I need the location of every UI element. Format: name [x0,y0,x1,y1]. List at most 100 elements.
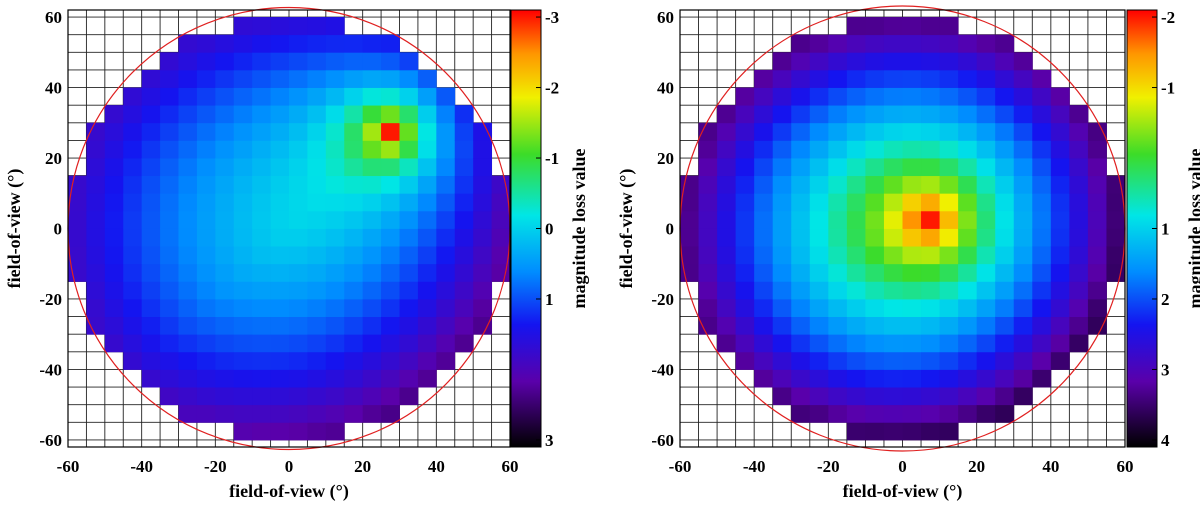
heatmap-cell [772,387,792,406]
heatmap-cell [828,34,848,53]
heatmap-cell [1013,52,1033,71]
heatmap-cell [160,193,179,212]
heatmap-cell [883,404,903,423]
heatmap-cell [958,387,978,406]
heatmap-cell [717,246,737,265]
heatmap-cell [939,387,959,406]
heatmap-cell [436,210,456,229]
heatmap-cell [289,193,308,212]
heatmap-cell [921,351,940,370]
heatmap-cell [178,52,198,71]
heatmap-cell [233,87,253,106]
heatmap-cell [939,263,959,282]
heatmap-cell [289,369,308,388]
heatmap-cell [473,298,492,318]
heatmap-cell [828,263,848,282]
heatmap-cell [196,193,216,212]
x-tick-label: -20 [204,457,227,476]
heatmap-cell [883,105,903,124]
heatmap-cell [123,334,143,353]
heatmap-cell [1106,210,1126,229]
heatmap-cell [995,387,1015,406]
heatmap-cell [1013,69,1033,88]
heatmap-cell [417,140,437,159]
heatmap-cell [289,351,308,370]
heatmap-cell [160,175,179,194]
heatmap-cell [828,158,848,177]
heatmap-cell [68,210,87,229]
y-tick-label: -20 [651,290,674,309]
heatmap-cell [939,351,959,370]
heatmap-cell [141,351,161,370]
heatmap-cell [939,246,959,265]
heatmap-cell [454,298,474,318]
heatmap-cell [995,281,1015,300]
heatmap-cell [735,298,755,318]
heatmap-cell [902,193,922,212]
heatmap-cell [399,158,419,177]
heatmap-cell [473,210,492,229]
heatmap-cell [362,369,382,388]
heatmap-cell [141,281,161,300]
heatmap-cell [939,210,959,229]
heatmap-cell [1050,246,1070,265]
heatmap-cell [1032,69,1052,88]
heatmap-cell [436,122,456,141]
heatmap-cell [436,87,456,106]
heatmap-cell [791,369,811,388]
heatmap-cell [846,316,866,335]
heatmap-cell [307,17,327,36]
heatmap-cell [436,105,456,124]
heatmap-cell [141,122,161,141]
heatmap-cell [921,387,940,406]
heatmap-cell [698,316,718,335]
heatmap-cell [436,158,456,177]
heatmap-cell [123,122,143,141]
heatmap-cell [454,158,474,177]
heatmap-cell [717,316,737,335]
x-tick-label: -20 [817,457,840,476]
heatmap-cell [1087,246,1107,265]
heatmap-cell [215,105,235,124]
y-tick-label: 60 [45,8,62,27]
colorbar-tick-label: 0 [545,220,554,239]
heatmap-cell [995,228,1015,247]
heatmap-cell [791,210,811,229]
heatmap-cell [344,404,364,423]
heatmap-cell [399,105,419,124]
heatmap-cell [215,404,235,423]
heatmap-cell [344,193,364,212]
heatmap-cell [865,334,885,353]
heatmap-cell [215,193,235,212]
heatmap-cell [976,87,996,106]
heatmap-cell [735,175,755,194]
heatmap-cell [902,228,922,247]
heatmap-cell [735,228,755,247]
heatmap-cell [325,105,345,124]
heatmap-cell [921,175,940,194]
heatmap-cell [233,298,253,318]
heatmap-cell [381,263,400,282]
heatmap-cell [791,122,811,141]
heatmap-cell [215,316,235,335]
heatmap-cell [1013,228,1033,247]
heatmap-cell [809,69,829,88]
heatmap-cell [809,369,829,388]
heatmap-cell [178,140,198,159]
heatmap-cell [865,281,885,300]
heatmap-cell [883,228,903,247]
heatmap-cell [846,193,866,212]
heatmap-cell [454,175,474,194]
heatmap-cell [362,105,382,124]
heatmap-cell [362,210,382,229]
heatmap-cell [809,316,829,335]
heatmap-cell [196,158,216,177]
heatmap-cell [1032,175,1052,194]
heatmap-cell [160,228,179,247]
heatmap-cell [473,246,492,265]
heatmap-cell [270,334,290,353]
heatmap-cell [399,52,419,71]
heatmap-cell [252,228,271,247]
heatmap-cell [270,316,290,335]
heatmap-cell [252,87,271,106]
